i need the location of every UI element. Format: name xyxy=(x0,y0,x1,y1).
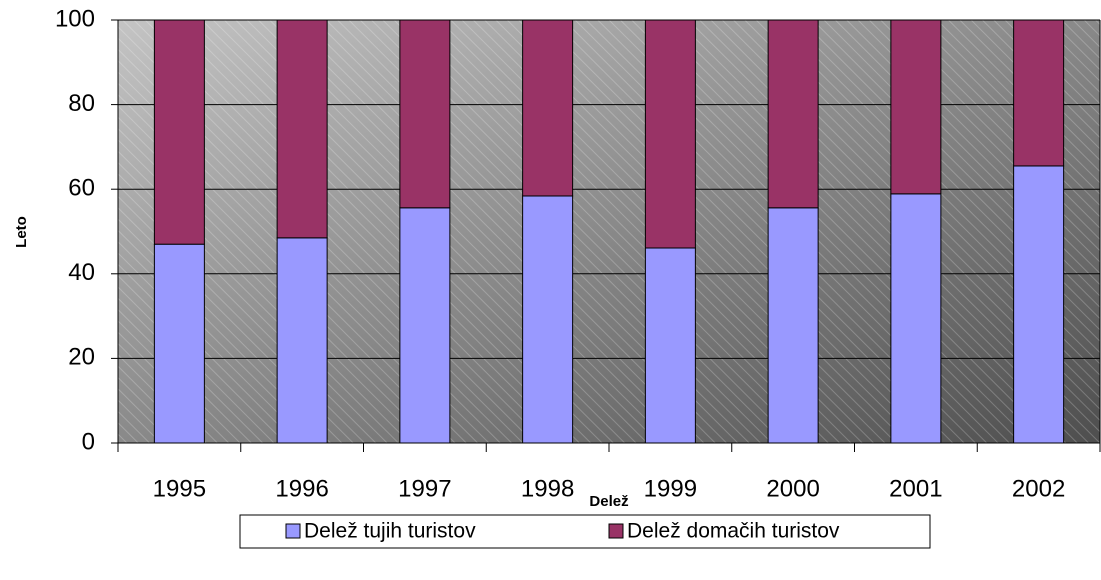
y-tick-label: 20 xyxy=(68,344,95,371)
bar-segment xyxy=(276,19,328,239)
y-tick-label: 100 xyxy=(55,5,95,32)
legend-swatch xyxy=(285,523,301,539)
x-tick-label: 2002 xyxy=(1012,475,1065,502)
bar-segment xyxy=(1013,165,1065,444)
y-axis-title: Leto xyxy=(13,216,30,248)
bar-segment xyxy=(767,19,819,209)
x-tick-label: 1995 xyxy=(153,475,206,502)
y-tick-label: 80 xyxy=(68,90,95,117)
bar-segment xyxy=(522,195,574,444)
bar-segment xyxy=(522,19,574,197)
x-tick-label: 1998 xyxy=(521,475,574,502)
bar-segment xyxy=(399,207,451,444)
bar-segment xyxy=(890,193,942,444)
bar-segment xyxy=(767,207,819,444)
y-tick-label: 60 xyxy=(68,175,95,202)
x-tick-label: 1997 xyxy=(398,475,451,502)
x-tick-label: 2000 xyxy=(766,475,819,502)
bar-segment xyxy=(890,19,942,195)
plot-hatch xyxy=(118,20,1100,443)
bar-segment xyxy=(153,243,205,444)
legend-box xyxy=(239,514,931,549)
x-tick-label: 1999 xyxy=(644,475,697,502)
legend-label: Delež tujih turistov xyxy=(304,520,476,543)
bar-segment xyxy=(644,247,696,444)
legend-swatch xyxy=(608,523,624,539)
bar-segment xyxy=(644,19,696,249)
bar-segment xyxy=(153,19,205,245)
bar-segment xyxy=(276,237,328,444)
x-tick-label: 1996 xyxy=(275,475,328,502)
bar-segment xyxy=(1013,19,1065,167)
x-axis-title: Delež xyxy=(589,493,628,510)
y-tick-label: 0 xyxy=(82,428,95,455)
bar-segment xyxy=(399,19,451,209)
x-tick-label: 2001 xyxy=(889,475,942,502)
y-tick-label: 40 xyxy=(68,259,95,286)
legend-label: Delež domačih turistov xyxy=(627,520,840,543)
